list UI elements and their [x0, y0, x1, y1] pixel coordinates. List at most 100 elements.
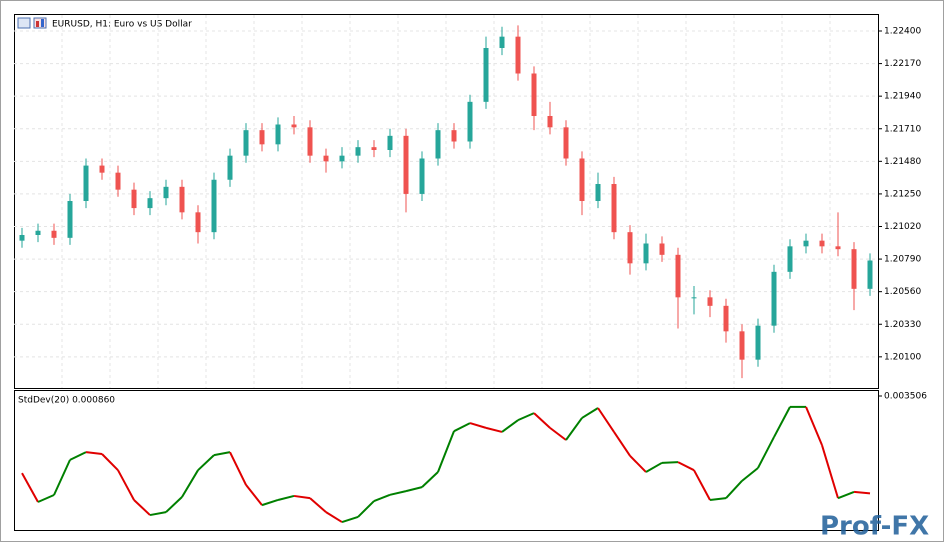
y-tick-label: 1.21940 [884, 92, 921, 102]
candle-body [755, 325, 761, 360]
stddev-segment [165, 496, 183, 513]
candle-body [579, 158, 585, 201]
candle-body [547, 116, 553, 128]
candle-body [451, 130, 457, 142]
candle-body [387, 135, 393, 150]
indicator-panel [14, 390, 879, 531]
candle-body [787, 246, 793, 272]
y-tick-label: 1.22170 [884, 59, 921, 69]
stddev-segment [117, 469, 135, 501]
stddev-segment [629, 455, 647, 473]
y-tick-label: 1.20560 [884, 287, 921, 297]
stddev-segment [133, 499, 151, 516]
candle-body [563, 127, 569, 159]
stddev-segment [581, 407, 599, 419]
stddev-segment [661, 461, 679, 464]
stddev-segment [741, 467, 759, 482]
candle-body [147, 198, 153, 209]
candle-body [467, 101, 473, 142]
candle-body [339, 155, 345, 162]
y-tick-label: 1.20330 [884, 320, 921, 330]
stddev-segment [197, 454, 215, 471]
candle-body [83, 165, 89, 201]
candle-body [275, 124, 281, 145]
stddev-segment [149, 511, 167, 517]
y-tick-label: 1.21480 [884, 157, 921, 167]
stddev-segment [853, 490, 871, 495]
stddev-segment [533, 412, 551, 429]
candle-body [723, 305, 729, 332]
y-tick-label: 1.21710 [884, 124, 921, 134]
stddev-segment [821, 444, 839, 499]
chart-title: EURUSD, H1: Euro vs US Dollar [52, 20, 192, 30]
stddev-segment [613, 431, 631, 457]
candle-body [643, 243, 649, 264]
candle-body [771, 271, 777, 326]
stddev-segment [389, 490, 407, 496]
candle-body [67, 201, 73, 238]
candle-body [611, 184, 617, 233]
candle-body [163, 186, 169, 199]
stddev-segment [645, 461, 663, 473]
stddev-segment [357, 500, 375, 518]
candle-body [99, 165, 105, 173]
candle-body [131, 189, 137, 209]
candle-body [307, 127, 313, 156]
stddev-segment [341, 515, 359, 524]
stddev-segment [53, 459, 71, 496]
candle-body [19, 235, 25, 241]
candle-body [35, 230, 41, 235]
stddev-segment [549, 427, 567, 441]
stddev-segment [229, 451, 247, 486]
candle-body [867, 260, 873, 289]
stddev-segment [517, 412, 535, 422]
stddev-segment [725, 480, 743, 499]
stddev-segment [437, 430, 455, 473]
y-tick-label: 1.22400 [884, 27, 921, 37]
stddev-segment [21, 472, 39, 503]
stddev-segment [677, 461, 695, 472]
stddev-segment [501, 419, 519, 433]
candle-body [227, 155, 233, 180]
y-tick-label: 1.20790 [884, 255, 921, 265]
candle-body [739, 331, 745, 360]
stddev-segment [709, 497, 727, 501]
symbol-icon [17, 17, 47, 29]
stddev-segment [485, 426, 503, 433]
stddev-segment [101, 453, 119, 471]
candle-body [851, 249, 857, 289]
candle-body [371, 147, 377, 150]
stddev-segment [181, 469, 199, 498]
stddev-segment [245, 484, 263, 506]
candle-body [211, 179, 217, 233]
candle-body [243, 130, 249, 156]
candle-body [179, 186, 185, 213]
stddev-segment [597, 407, 615, 433]
stddev-segment [309, 497, 327, 513]
y-tick-label: 0.003506 [884, 392, 927, 402]
stddev-segment [373, 493, 391, 503]
candle-body [195, 212, 201, 233]
candle-body [115, 172, 121, 190]
candle-body [483, 48, 489, 102]
candle-body [435, 130, 441, 159]
stddev-segment [325, 511, 343, 523]
indicator-title: StdDev(20) 0.000860 [18, 396, 115, 406]
stddev-segment [261, 499, 279, 507]
candle-body [659, 243, 665, 255]
stddev-segment [213, 451, 231, 457]
stddev-segment [453, 422, 471, 433]
candle-body [323, 155, 329, 162]
candle-body [595, 184, 601, 201]
candle-body [499, 36, 505, 48]
candle-body [803, 240, 809, 247]
stddev-segment [293, 494, 311, 500]
candle-body [531, 73, 537, 116]
candle-body [675, 254, 681, 298]
candle-body [403, 135, 409, 194]
stddev-segment [565, 417, 583, 441]
candle-body [51, 230, 57, 238]
stddev-segment [693, 469, 711, 501]
candle-body [835, 246, 841, 250]
